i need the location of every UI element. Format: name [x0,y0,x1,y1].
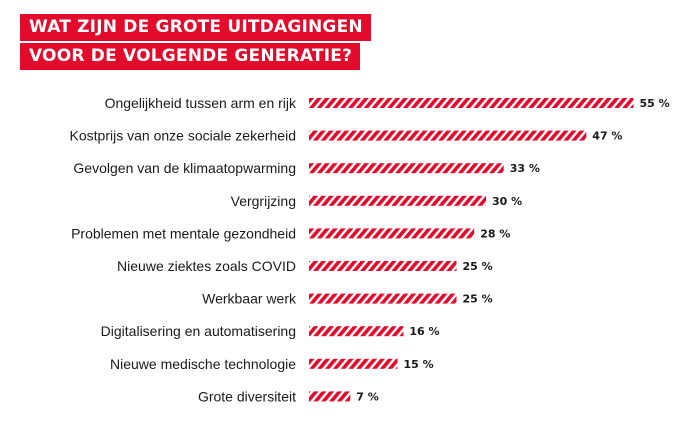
category-label: Problemen met mentale gezondheid [71,225,296,241]
chart-title: WAT ZIJN DE GROTE UITDAGINGEN VOOR DE VO… [20,14,371,70]
bars-group: Ongelijkheid tussen arm en rijk 55 % Kostp… [70,95,670,404]
bar [309,391,351,402]
bar [309,228,475,239]
bar [309,163,504,174]
value-label: 30 % [492,195,522,208]
bar [309,195,486,206]
category-label: Digitalisering en automatisering [101,323,296,339]
value-label: 25 % [463,260,493,273]
category-label: Nieuwe ziektes zoals COVID [117,258,296,274]
category-label: Kostprijs van onze sociale zekerheid [70,128,296,144]
chart-title-line-1: WAT ZIJN DE GROTE UITDAGINGEN [20,14,371,41]
value-label: 33 % [510,162,540,175]
category-label: Nieuwe medische technologie [110,356,296,372]
value-label: 55 % [640,97,670,110]
value-label: 16 % [409,325,439,338]
value-label: 7 % [356,390,379,403]
category-label: Gevolgen van de klimaatopwarming [73,160,296,176]
category-label: Werkbaar werk [202,291,297,307]
value-label: 47 % [592,130,622,143]
bar [309,293,457,304]
bar [309,358,398,369]
category-label: Vergrijzing [231,193,296,209]
category-label: Grote diversiteit [198,388,296,404]
bar [309,130,587,141]
bar [309,261,457,271]
value-label: 25 % [463,293,493,306]
bar [309,326,404,337]
value-label: 15 % [404,358,434,371]
bar [309,98,634,108]
chart-title-line-2: VOOR DE VOLGENDE GENERATIE? [20,43,361,70]
category-label: Ongelijkheid tussen arm en rijk [105,95,297,111]
value-label: 28 % [480,227,510,240]
